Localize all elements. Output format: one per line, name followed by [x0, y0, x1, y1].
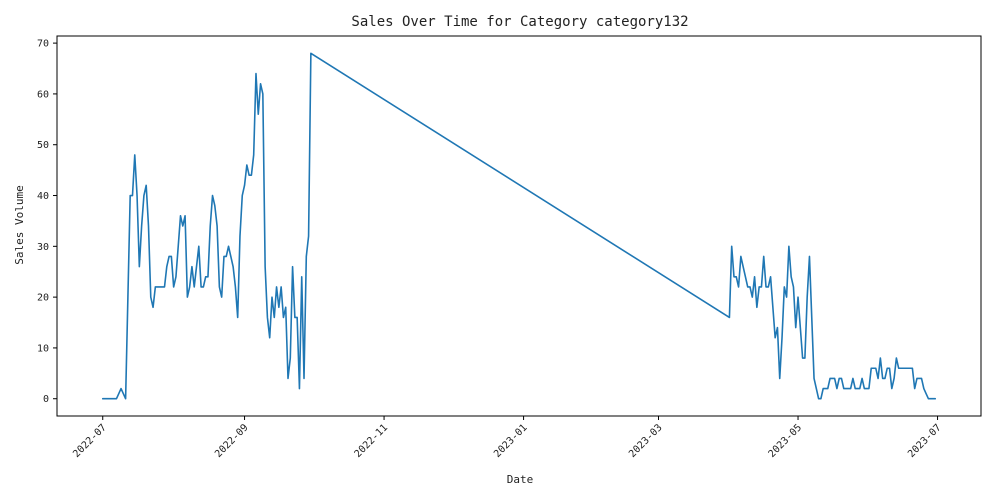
y-axis-label: Sales Volume: [13, 185, 26, 264]
y-tick-label: 10: [37, 343, 49, 354]
plot-area: [101, 52, 937, 400]
y-tick-label: 60: [37, 89, 49, 100]
y-tick-label: 0: [43, 394, 49, 405]
axes-frame: [56, 35, 982, 417]
x-axis-label: Date: [507, 473, 534, 486]
y-tick-label: 50: [37, 140, 49, 151]
series-line-0: [101, 52, 937, 400]
y-tick-label: 40: [37, 191, 49, 202]
y-tick-label: 70: [37, 39, 49, 50]
y-tick-label: 20: [37, 293, 49, 304]
chart-title: Sales Over Time for Category category132: [351, 14, 688, 30]
y-tick-label: 30: [37, 242, 49, 253]
